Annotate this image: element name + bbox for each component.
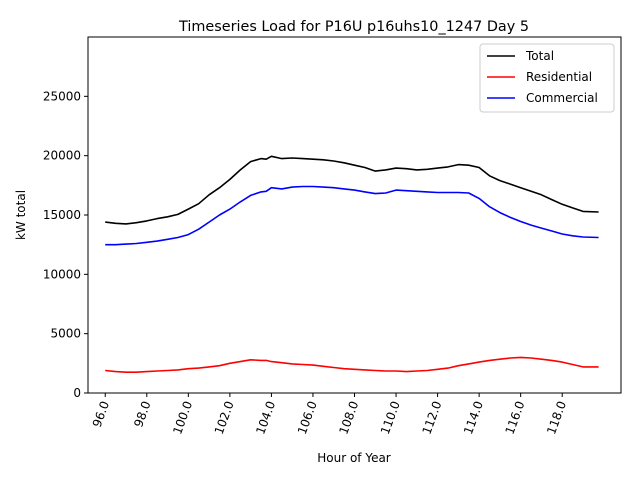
x-axis-label: Hour of Year [317, 451, 391, 465]
y-tick-label: 0 [73, 386, 81, 400]
series-line-total [105, 155, 599, 225]
series-line-commercial [105, 185, 599, 246]
y-tick-label: 10000 [43, 267, 81, 281]
legend-box [479, 43, 615, 113]
legend-label-residential: Residential [526, 70, 592, 84]
y-tick-label: 25000 [43, 89, 81, 103]
legend-label-total: Total [525, 49, 554, 63]
y-tick-label: 5000 [50, 327, 81, 341]
series-line-residential [105, 356, 599, 374]
legend-label-commercial: Commercial [526, 91, 598, 105]
y-axis: 0 5000 10000 15000 20000 25000 [43, 89, 88, 400]
legend: Total Residential Commercial [479, 43, 615, 113]
chart-title: Timeseries Load for P16U p16uhs10_1247 D… [178, 19, 529, 35]
y-tick-label: 15000 [43, 208, 81, 222]
y-axis-label: kW total [14, 190, 28, 240]
y-tick-label: 20000 [43, 149, 81, 163]
series-lines [105, 155, 599, 374]
